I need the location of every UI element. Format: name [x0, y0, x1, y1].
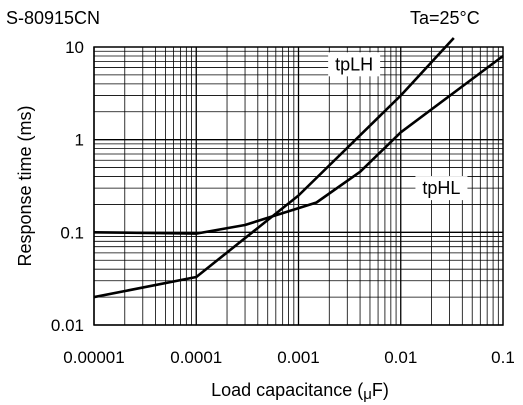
x-tick-label: 0.001	[277, 348, 320, 367]
series-label-tpLH: tpLH	[335, 54, 373, 74]
y-tick-label: 1	[75, 131, 84, 150]
series-line-tpLH	[94, 37, 455, 299]
series-line-tpHL	[94, 54, 504, 235]
x-tick-label: 0.0001	[170, 348, 222, 367]
series-label-bg	[328, 52, 381, 77]
x-tick-label: 0.00001	[63, 348, 124, 367]
plot-frame	[93, 46, 504, 326]
y-tick-label: 0.1	[60, 223, 84, 242]
x-tick-label: 0.01	[384, 348, 417, 367]
y-tick-label: 0.01	[51, 316, 84, 335]
series-layer	[94, 37, 504, 299]
series-label-bg	[415, 176, 468, 201]
grid	[93, 47, 503, 326]
temperature-annotation: Ta=25°C	[410, 8, 480, 28]
series-label-tpHL: tpHL	[422, 178, 460, 198]
chart-title: S-80915CN	[6, 8, 100, 28]
x-tick-label: 0.1	[491, 348, 515, 367]
series-labels: tpLH tpHL	[328, 52, 468, 201]
x-axis-label: Load capacitance (μF)	[211, 380, 389, 403]
y-tick-label: 10	[65, 38, 84, 57]
y-axis-label: Response time (ms)	[15, 105, 35, 266]
tick-labels: 0.00001 0.0001 0.001 0.01 0.1 0.01 0.1 1 10	[51, 38, 515, 367]
